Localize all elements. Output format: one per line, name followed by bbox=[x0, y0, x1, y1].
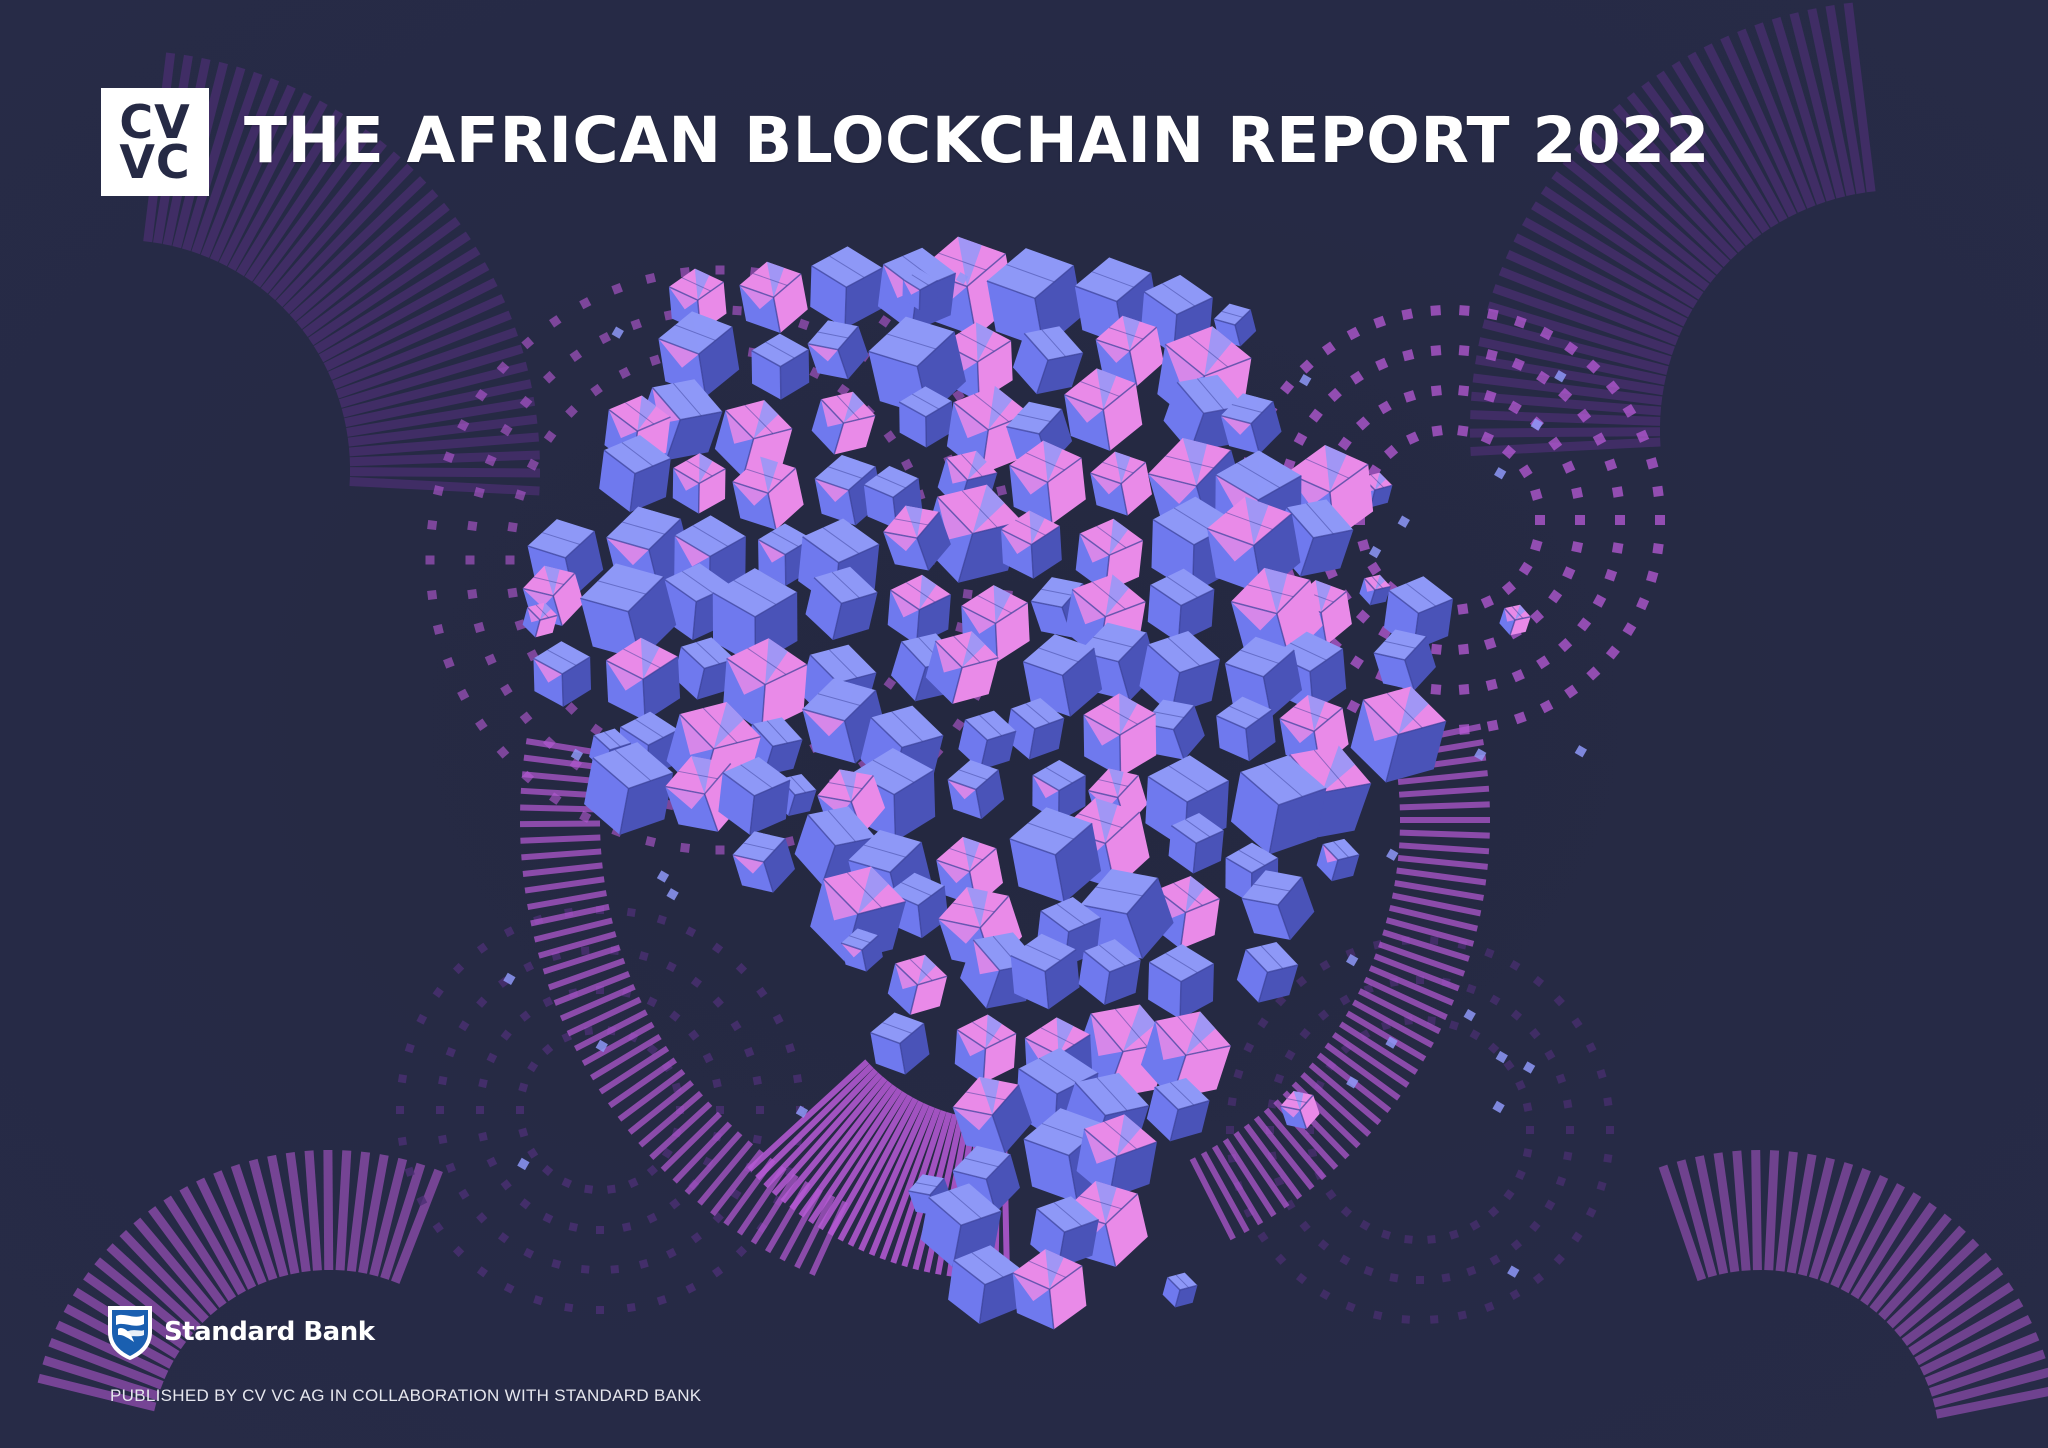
published-by-text: PUBLISHED BY CV VC AG IN COLLABORATION W… bbox=[110, 1386, 702, 1405]
cvvc-logo: CV VC bbox=[101, 88, 209, 196]
standard-bank-logo: Standard Bank bbox=[104, 1302, 375, 1362]
logo-text-line-2: VC bbox=[119, 135, 191, 189]
logo-text-line-1: CV bbox=[119, 95, 191, 149]
report-title: THE AFRICAN BLOCKCHAIN REPORT 2022 bbox=[244, 104, 1710, 177]
standard-bank-shield-icon bbox=[108, 1306, 152, 1360]
standard-bank-name: Standard Bank bbox=[164, 1317, 375, 1347]
